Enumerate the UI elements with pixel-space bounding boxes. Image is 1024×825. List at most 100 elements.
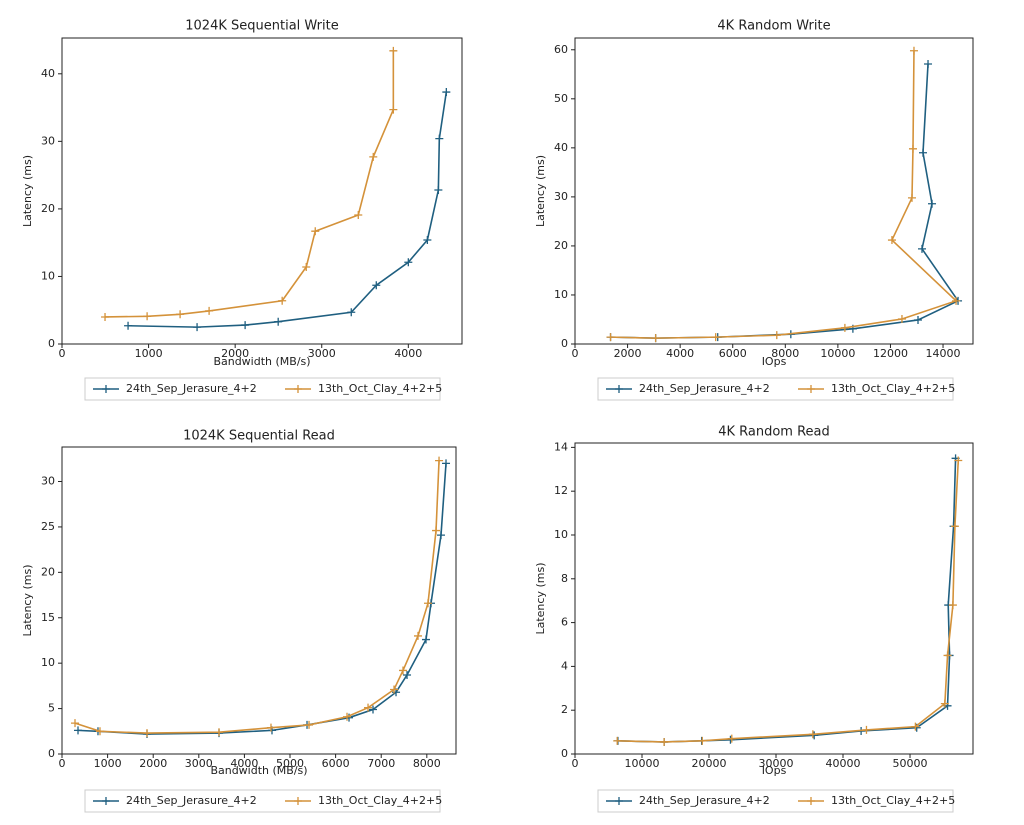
legend-marker	[294, 797, 302, 805]
point-marker	[354, 210, 363, 219]
point-marker	[435, 134, 444, 143]
x-tick-label: 0	[59, 757, 66, 770]
y-tick-label: 25	[41, 520, 55, 533]
point-marker	[950, 522, 959, 531]
plot-area	[574, 37, 974, 345]
point-marker	[176, 310, 185, 319]
point-marker	[101, 312, 110, 321]
point-marker	[390, 685, 399, 694]
point-marker	[914, 315, 923, 324]
y-tick-label: 20	[41, 202, 55, 215]
point-marker	[274, 317, 283, 326]
y-tick-label: 10	[41, 656, 55, 669]
series-line	[74, 460, 440, 734]
point-marker	[241, 321, 250, 330]
chart-title: 4K Random Read	[718, 425, 830, 440]
chart-title: 1024K Sequential Write	[185, 19, 338, 34]
point-marker	[442, 88, 451, 97]
point-marker	[924, 59, 933, 68]
point-marker	[897, 314, 906, 323]
point-marker	[651, 334, 660, 343]
x-tick-label: 50000	[893, 757, 928, 770]
point-marker	[424, 599, 432, 608]
legend-marker	[102, 385, 110, 393]
legend-label: 24th_Sep_Jerasure_4+2	[639, 382, 770, 395]
y-tick-label: 8	[561, 572, 568, 585]
x-tick-label: 12000	[873, 347, 908, 360]
x-tick-label: 2000	[221, 347, 249, 360]
point-marker	[840, 323, 849, 332]
y-tick-label: 30	[41, 475, 55, 488]
x-tick-label: 6000	[719, 347, 747, 360]
point-marker	[436, 531, 445, 540]
point-marker	[305, 720, 314, 729]
y-axis-label: Latency (ms)	[21, 564, 34, 636]
point-marker	[311, 227, 320, 236]
legend-marker	[102, 797, 110, 805]
point-marker	[389, 46, 398, 55]
y-tick-label: 40	[554, 141, 568, 154]
point-marker	[928, 199, 937, 208]
point-marker	[606, 333, 615, 342]
legend-label: 24th_Sep_Jerasure_4+2	[639, 794, 770, 807]
legend-box	[597, 789, 954, 813]
y-tick-label: 0	[48, 747, 55, 760]
y-tick-label: 30	[41, 134, 55, 147]
point-marker	[952, 296, 961, 305]
series-line	[610, 50, 958, 339]
legend-label: 13th_Oct_Clay_4+2+5	[318, 794, 442, 807]
point-marker	[369, 152, 378, 161]
point-marker	[414, 631, 423, 640]
series-line	[617, 460, 960, 743]
point-marker	[423, 235, 432, 244]
x-tick-label: 8000	[413, 757, 441, 770]
point-marker	[948, 601, 957, 610]
point-marker	[711, 333, 720, 342]
point-marker	[403, 670, 412, 679]
point-marker	[266, 723, 275, 732]
x-tick-label: 8000	[771, 347, 799, 360]
y-tick-label: 4	[561, 659, 568, 672]
point-marker	[70, 719, 79, 728]
point-marker	[372, 281, 381, 290]
plot-area	[61, 446, 457, 755]
y-tick-label: 40	[41, 67, 55, 80]
point-marker	[369, 705, 378, 714]
series-line	[617, 458, 957, 743]
point-marker	[909, 46, 918, 55]
y-axis-label: Latency (ms)	[21, 155, 34, 227]
legend-marker	[807, 385, 815, 393]
point-marker	[613, 736, 622, 745]
x-tick-label: 6000	[322, 757, 350, 770]
x-tick-label: 0	[572, 347, 579, 360]
series-line	[128, 91, 448, 328]
legend-label: 24th_Sep_Jerasure_4+2	[126, 794, 257, 807]
point-marker	[943, 651, 952, 660]
y-tick-label: 10	[41, 269, 55, 282]
point-marker	[918, 244, 927, 253]
point-marker	[215, 728, 224, 737]
point-marker	[911, 722, 920, 731]
point-marker	[143, 729, 152, 738]
point-marker	[660, 737, 669, 746]
x-tick-label: 1000	[135, 347, 163, 360]
x-axis-label: Bandwidth (MB/s)	[210, 764, 307, 777]
x-tick-label: 2000	[614, 347, 642, 360]
x-tick-label: 20000	[692, 757, 727, 770]
point-marker	[772, 331, 781, 340]
y-tick-label: 60	[554, 43, 568, 56]
point-marker	[95, 727, 104, 736]
x-tick-label: 4000	[394, 347, 422, 360]
x-tick-label: 1000	[94, 757, 122, 770]
y-tick-label: 12	[554, 484, 568, 497]
x-tick-label: 10000	[625, 757, 660, 770]
x-tick-label: 4000	[230, 757, 258, 770]
point-marker	[887, 236, 896, 245]
point-marker	[908, 144, 917, 153]
x-tick-label: 0	[59, 347, 66, 360]
point-marker	[302, 262, 311, 271]
x-tick-label: 10000	[820, 347, 855, 360]
y-tick-label: 50	[554, 92, 568, 105]
x-tick-label: 5000	[276, 757, 304, 770]
